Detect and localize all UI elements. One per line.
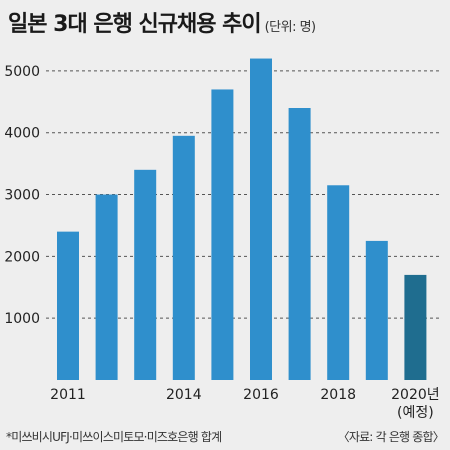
y-tick-label: 4000 bbox=[4, 126, 40, 142]
x-tick-label: 2020년 bbox=[391, 387, 440, 403]
x-tick-label: 2018 bbox=[320, 387, 356, 403]
source-note: 〈자료: 각 은행 종합〉 bbox=[337, 430, 445, 444]
x-tick-label: 2016 bbox=[243, 387, 279, 403]
bar bbox=[327, 185, 350, 380]
x-tick-label: 2011 bbox=[50, 387, 86, 403]
y-tick-label: 1000 bbox=[4, 311, 40, 327]
y-tick-label: 2000 bbox=[4, 249, 40, 265]
bar bbox=[288, 108, 311, 380]
x-tick-sublabel: (예정) bbox=[397, 405, 434, 421]
bar bbox=[404, 274, 427, 380]
bar bbox=[134, 169, 157, 380]
bar bbox=[57, 231, 79, 380]
footnote: *미쓰비시UFJ·미쓰이스미토모·미즈호은행 합계 bbox=[6, 430, 222, 444]
bar bbox=[172, 135, 195, 380]
y-tick-label: 3000 bbox=[4, 188, 40, 204]
bar bbox=[365, 240, 388, 380]
unit-label: (단위: 명) bbox=[264, 20, 317, 35]
y-tick-label: 5000 bbox=[4, 64, 40, 80]
bar bbox=[95, 194, 118, 380]
x-tick-label: 2014 bbox=[166, 387, 202, 403]
bar bbox=[211, 89, 234, 381]
title-row: 일본 3대 은행 신규채용 추이 (단위: 명) bbox=[8, 6, 316, 40]
chart-title: 일본 3대 은행 신규채용 추이 bbox=[8, 12, 262, 37]
bar bbox=[250, 58, 272, 380]
